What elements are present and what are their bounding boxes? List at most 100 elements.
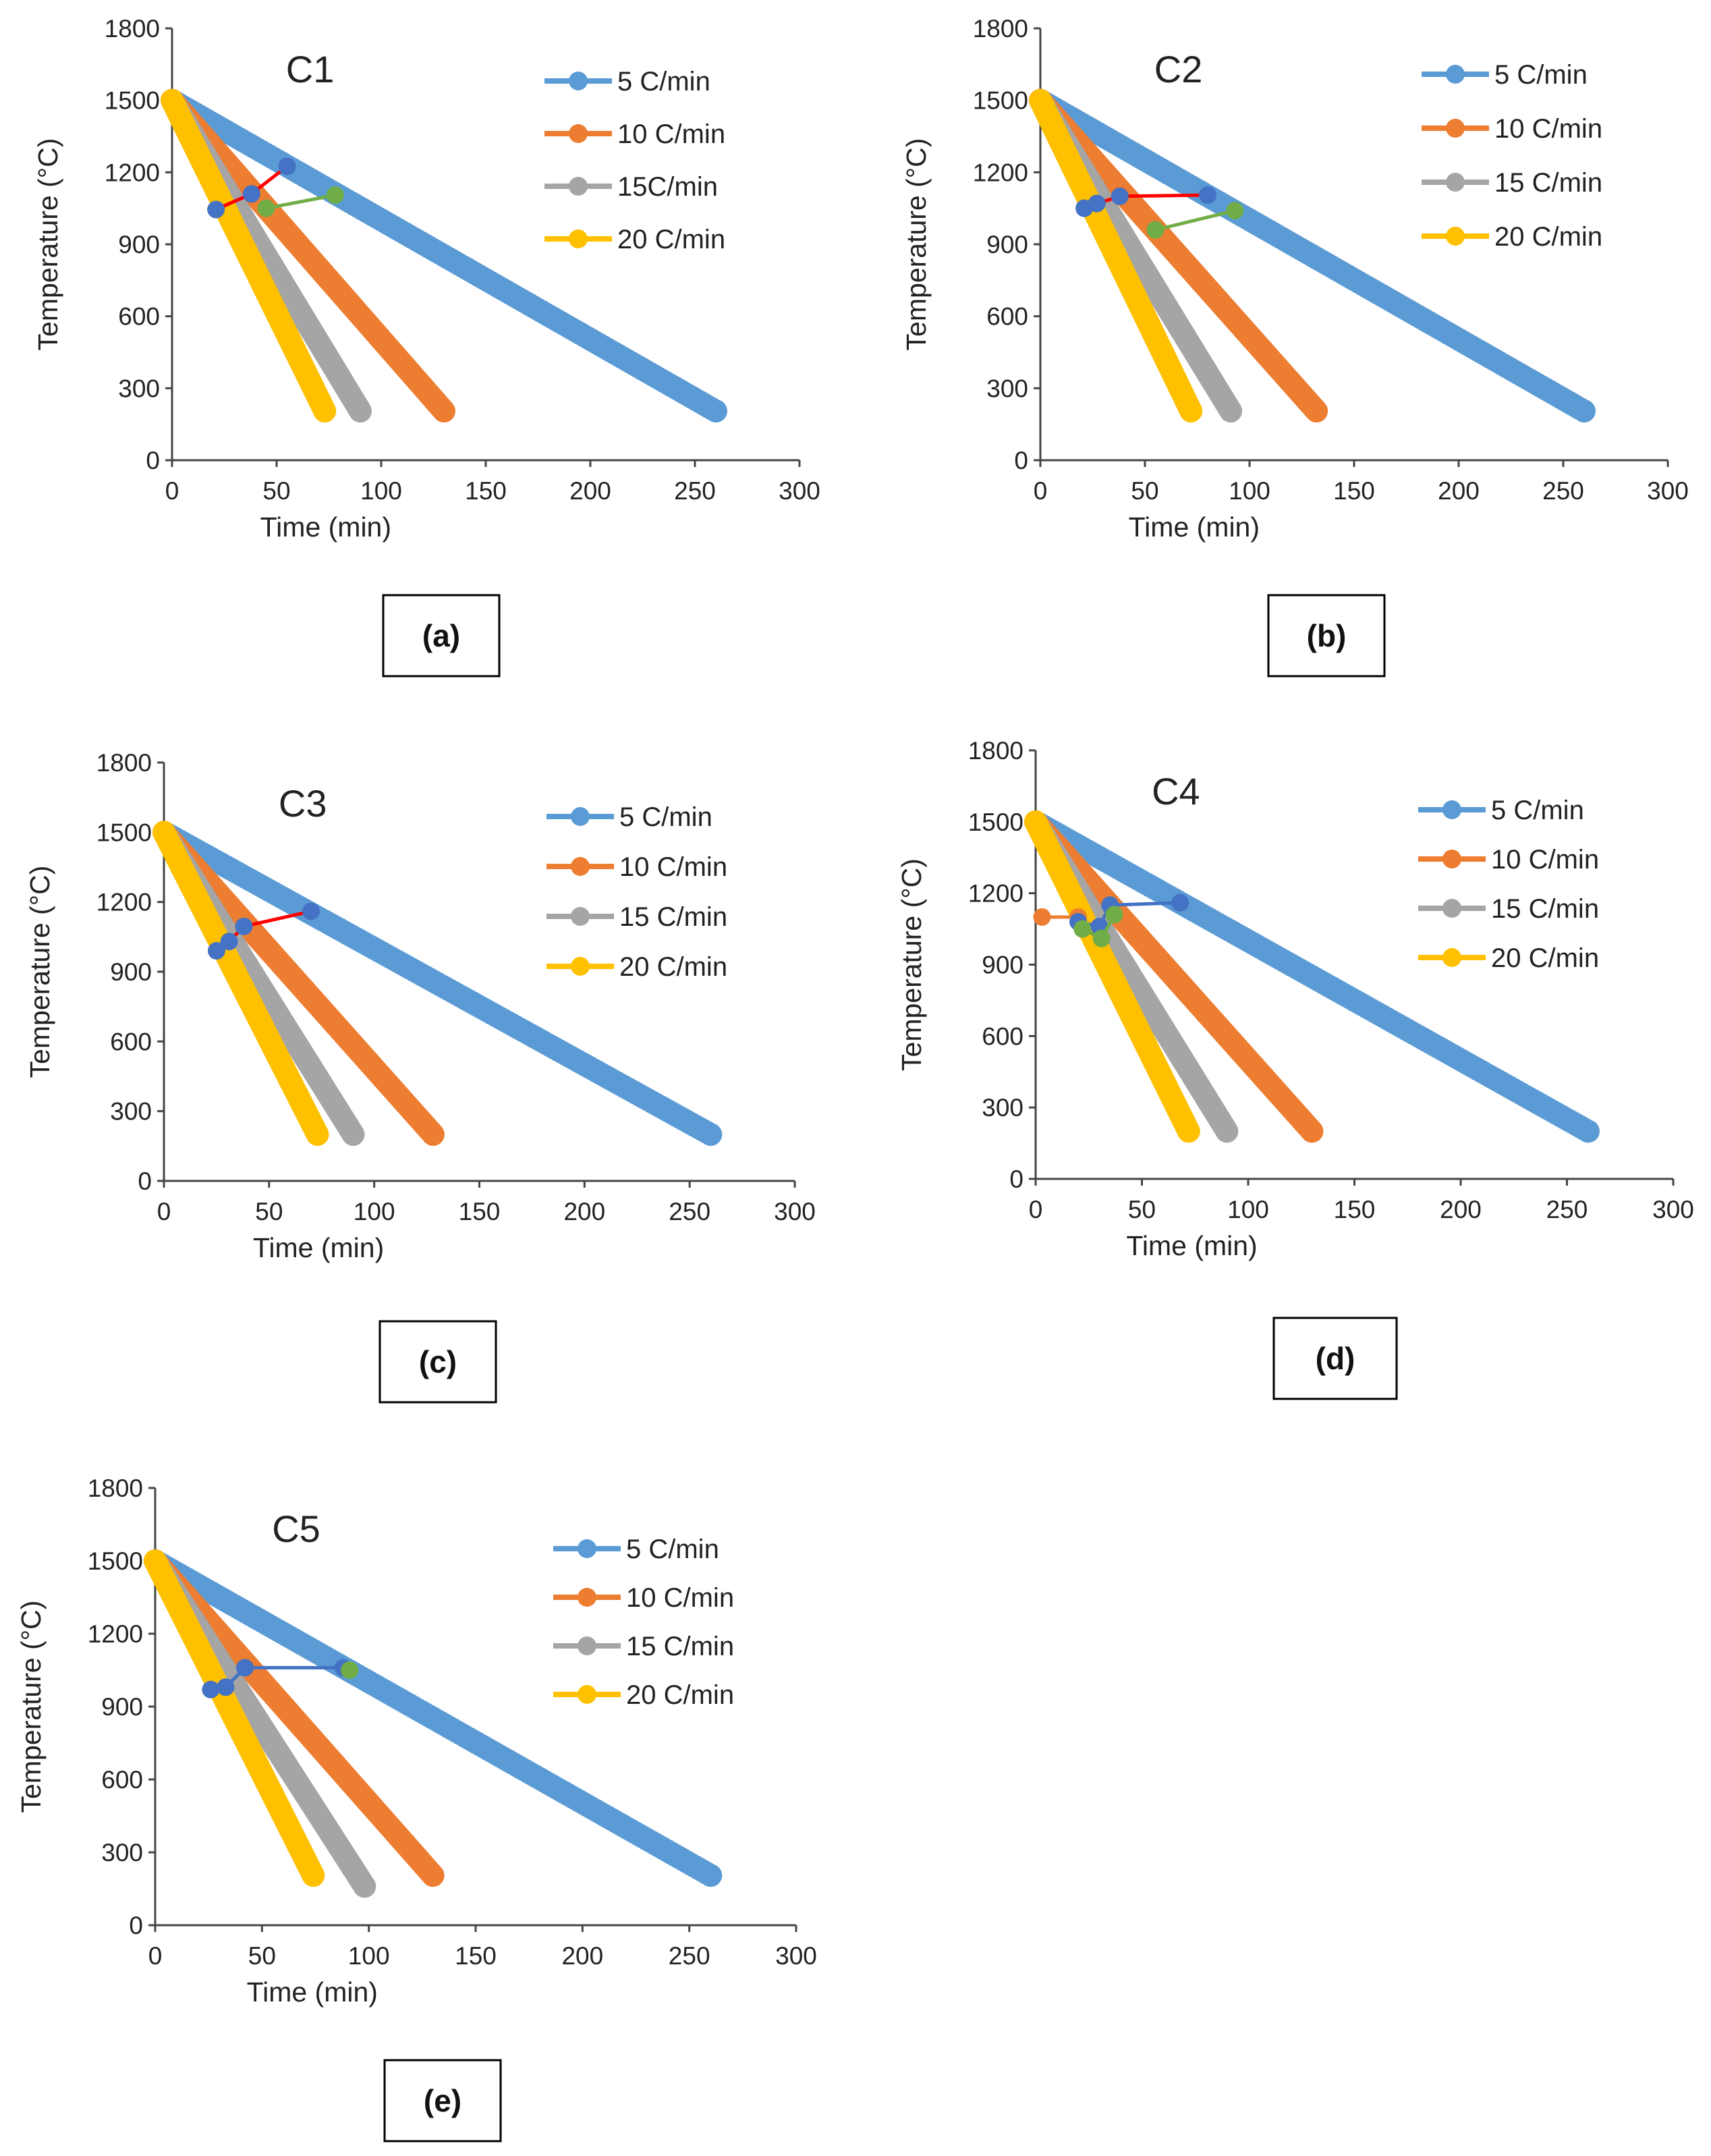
x-tick-label: 300 xyxy=(1647,477,1689,505)
legend-item: 20 C/min xyxy=(544,225,725,254)
legend-item: 10 C/min xyxy=(1418,845,1599,875)
chart-panel-2: 0 300 600 900 1200 1500 1800 0 50 100 150 200 250 300… xyxy=(901,15,1689,543)
legend: 5 C/min 10 C/min 15 C/min 20 C/min xyxy=(546,802,727,982)
y-tick-label: 1800 xyxy=(88,1474,143,1502)
legend-swatch-marker xyxy=(578,1685,596,1704)
panel-label: (c) xyxy=(419,1344,457,1379)
y-tick-label: 600 xyxy=(101,1766,143,1794)
y-tick-label: 1800 xyxy=(96,749,152,777)
panel-label-frame xyxy=(383,2059,502,2143)
y-tick-label: 1500 xyxy=(96,819,152,846)
y-tick-label: 1500 xyxy=(973,87,1028,115)
y-tick-label: 900 xyxy=(101,1693,143,1721)
y-axis-label: Temperature (°C) xyxy=(24,866,55,1078)
x-tick-label: 200 xyxy=(1438,477,1480,505)
legend-label: 15 C/min xyxy=(626,1632,734,1661)
y-tick-label: 1800 xyxy=(973,15,1028,43)
x-tick-label: 150 xyxy=(455,1942,497,1970)
legend-item: 15 C/min xyxy=(553,1632,734,1661)
y-axis-label: Temperature (°C) xyxy=(896,858,927,1071)
x-tick-label: 50 xyxy=(262,477,290,505)
y-tick-label: 600 xyxy=(986,303,1028,331)
panel-label: (b) xyxy=(1307,618,1347,653)
legend: 5 C/min 10 C/min 15 C/min 20 C/min xyxy=(553,1535,734,1710)
y-tick-label: 900 xyxy=(986,231,1028,258)
chart-panel-3: 0 300 600 900 1200 1500 1800 0 50 100 150 200 250 300… xyxy=(24,749,816,1263)
legend-item: 20 C/min xyxy=(1422,222,1602,252)
x-tick-label: 250 xyxy=(669,1942,710,1970)
annotation-point xyxy=(236,1659,254,1677)
y-tick-label: 1500 xyxy=(968,808,1023,836)
panel-label-box: (e) xyxy=(383,2059,502,2143)
legend-item: 15 C/min xyxy=(1418,894,1599,924)
x-tick-label: 50 xyxy=(1131,477,1158,505)
y-tick-label: 1200 xyxy=(88,1620,143,1648)
legend-swatch-marker xyxy=(569,177,588,196)
legend-item: 20 C/min xyxy=(546,952,727,982)
annotation-point xyxy=(1226,202,1244,220)
series-4 xyxy=(161,88,337,423)
panel-label-frame xyxy=(378,1320,497,1404)
series-4 xyxy=(152,821,329,1146)
legend-label: 15 C/min xyxy=(1494,168,1602,198)
annotation-point xyxy=(207,200,225,219)
y-tick-label: 900 xyxy=(982,951,1023,979)
legend-swatch-marker xyxy=(571,807,590,826)
annotation-2 xyxy=(1146,202,1244,239)
chart-title: C4 xyxy=(1152,770,1200,812)
x-tick-label: 300 xyxy=(775,1942,817,1970)
annotation-point xyxy=(217,1678,235,1696)
x-tick-label: 0 xyxy=(1029,1196,1043,1223)
legend-label: 15 C/min xyxy=(1491,894,1599,924)
annotation-point xyxy=(1199,186,1216,204)
x-tick-label: 100 xyxy=(348,1942,390,1970)
x-tick-label: 200 xyxy=(561,1942,603,1970)
x-tick-label: 0 xyxy=(157,1198,171,1225)
series-2 xyxy=(1024,810,1324,1143)
legend-item: 20 C/min xyxy=(553,1680,734,1710)
y-tick-label: 300 xyxy=(986,375,1028,402)
y-tick-label: 0 xyxy=(1009,1165,1023,1193)
legend-item: 5 C/min xyxy=(1422,60,1588,90)
x-tick-label: 300 xyxy=(774,1198,816,1225)
legend-item: 15C/min xyxy=(544,172,718,202)
annotation-point xyxy=(207,942,225,960)
legend-label: 20 C/min xyxy=(619,952,727,982)
chart-panel-1: 0 300 600 900 1200 1500 1800 0 50 100 150 200 250 300… xyxy=(32,15,820,543)
x-tick-label: 150 xyxy=(1333,477,1375,505)
x-axis-label: Time (min) xyxy=(1129,512,1260,543)
chart-title: C1 xyxy=(286,48,335,90)
y-tick-label: 0 xyxy=(1014,447,1028,474)
legend-item: 20 C/min xyxy=(1418,943,1599,973)
legend-label: 10 C/min xyxy=(626,1583,734,1613)
legend-item: 10 C/min xyxy=(553,1583,734,1613)
annotation-line xyxy=(266,193,336,211)
legend-item: 5 C/min xyxy=(1418,796,1584,825)
panel-label: (a) xyxy=(422,618,460,653)
panel-label-frame xyxy=(1272,1317,1398,1400)
panel-label-frame xyxy=(382,594,501,678)
legend-label: 10 C/min xyxy=(617,119,725,149)
annotation-point xyxy=(302,902,320,920)
x-tick-label: 0 xyxy=(1034,477,1048,505)
x-tick-label: 150 xyxy=(1334,1196,1376,1223)
x-axis-label: Time (min) xyxy=(1126,1230,1257,1261)
y-tick-label: 1500 xyxy=(105,87,160,115)
legend-item: 15 C/min xyxy=(546,902,727,932)
annotation-point xyxy=(1092,929,1111,947)
x-tick-label: 150 xyxy=(465,477,507,505)
annotation-point xyxy=(1146,221,1165,239)
legend-label: 15C/min xyxy=(617,172,718,202)
legend-swatch-marker xyxy=(578,1539,596,1558)
data-point xyxy=(1215,1120,1239,1143)
annotation-point xyxy=(220,933,238,951)
x-tick-label: 50 xyxy=(1128,1196,1156,1223)
legend-swatch-marker xyxy=(1442,850,1461,868)
x-tick-label: 250 xyxy=(1546,1196,1588,1223)
data-point xyxy=(341,1123,365,1146)
legend-swatch-marker xyxy=(1442,800,1461,819)
x-tick-label: 50 xyxy=(255,1198,283,1225)
x-tick-label: 300 xyxy=(779,477,820,505)
y-axis-label: Temperature (°C) xyxy=(32,138,63,351)
legend-swatch-marker xyxy=(571,857,590,876)
